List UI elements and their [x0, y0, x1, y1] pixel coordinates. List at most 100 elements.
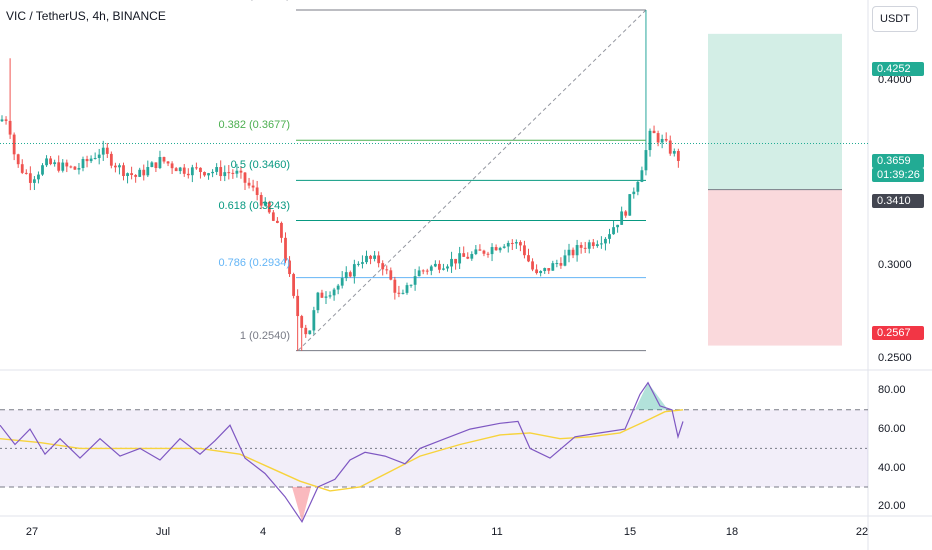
- candle-body-75: [304, 327, 308, 335]
- rsi-overbought-fill: [635, 382, 668, 410]
- candle-body-121: [490, 247, 494, 255]
- candle-body-25: [101, 147, 105, 155]
- candle-body-150: [608, 234, 611, 239]
- rsi-tick-0: 80.00: [878, 384, 906, 397]
- rsi-tick-1: 60.00: [878, 423, 906, 436]
- candle-body-110: [446, 266, 449, 269]
- candle-body-108: [438, 263, 441, 270]
- candle-body-151: [612, 227, 615, 235]
- candle-body-165: [668, 140, 672, 154]
- candle-body-47: [190, 167, 194, 176]
- candle-body-36: [146, 167, 150, 176]
- candle-body-24: [97, 154, 101, 158]
- candle-body-154: [624, 211, 628, 216]
- rsi-ma-line: [0, 409, 684, 492]
- time-tick-5: 15: [623, 526, 637, 538]
- candle-body-131: [531, 261, 534, 270]
- candle-body-39: [158, 157, 162, 169]
- candle-body-101: [409, 284, 413, 286]
- candle-body-69: [280, 222, 283, 238]
- candle-body-40: [162, 157, 166, 162]
- candle-body-42: [170, 163, 174, 169]
- candle-body-0: [0, 119, 4, 122]
- candle-body-132: [535, 269, 538, 274]
- candle-body-111: [450, 258, 453, 267]
- candle-body-137: [555, 263, 559, 265]
- candle-body-80: [324, 296, 328, 298]
- candle-body-83: [336, 285, 340, 290]
- candle-body-3: [12, 134, 16, 155]
- candle-body-98: [397, 292, 401, 294]
- candle-body-164: [664, 138, 668, 141]
- candle-body-23: [93, 157, 97, 159]
- candle-body-126: [510, 242, 514, 244]
- entry-price-tag: 0.3410: [872, 194, 924, 208]
- candle-body-105: [425, 270, 429, 272]
- candle-body-160: [648, 130, 652, 151]
- candle-body-113: [458, 253, 462, 264]
- fib-label-3: 0.618 (0.3243): [218, 199, 290, 212]
- candle-body-72: [292, 274, 295, 296]
- candle-body-142: [575, 245, 579, 256]
- candle-body-139: [563, 255, 567, 266]
- candle-body-51: [207, 173, 210, 176]
- candle-body-67: [271, 212, 275, 221]
- candle-body-20: [81, 159, 85, 169]
- candle-body-115: [466, 256, 470, 259]
- candle-body-95: [385, 269, 389, 271]
- candle-body-144: [583, 247, 587, 249]
- fib-label-5: 1 (0.2540): [239, 329, 290, 342]
- candle-body-104: [421, 270, 425, 272]
- fib-label-4: 0.786 (0.2934): [218, 256, 290, 269]
- rsi-line: [0, 381, 684, 524]
- candle-body-77: [312, 310, 316, 331]
- candle-body-4: [16, 154, 20, 165]
- currency-button[interactable]: USDT: [872, 6, 918, 32]
- candle-body-147: [595, 244, 599, 247]
- candle-body-79: [320, 292, 324, 298]
- fib-label-0: 0 (0.4381): [240, 0, 290, 1]
- candle-body-54: [219, 167, 223, 177]
- candle-body-35: [142, 169, 146, 176]
- candle-body-107: [433, 263, 437, 267]
- candle-body-158: [640, 170, 644, 182]
- candle-body-81: [328, 295, 332, 297]
- candle-body-50: [203, 172, 206, 176]
- candle-body-13: [53, 162, 57, 165]
- candle-body-14: [57, 162, 61, 171]
- candle-body-82: [332, 289, 336, 296]
- candle-body-140: [567, 249, 571, 256]
- candle-body-78: [316, 292, 320, 311]
- candle-body-55: [223, 172, 227, 177]
- candle-body-59: [239, 170, 243, 173]
- candle-body-112: [454, 258, 457, 264]
- candle-body-86: [348, 272, 352, 277]
- time-tick-2: 4: [259, 526, 267, 538]
- candle-body-155: [628, 194, 632, 216]
- candle-body-106: [429, 266, 433, 271]
- candle-body-31: [126, 173, 129, 177]
- candle-body-96: [389, 270, 393, 280]
- candle-body-15: [61, 162, 65, 171]
- candle-body-100: [405, 285, 409, 293]
- candle-body-116: [470, 254, 474, 259]
- candle-body-109: [442, 268, 445, 270]
- candle-body-46: [186, 173, 190, 176]
- candle-body-89: [361, 262, 364, 264]
- candle-body-99: [401, 292, 405, 294]
- candle-body-123: [498, 247, 502, 251]
- candle-body-87: [352, 264, 356, 277]
- candle-body-130: [527, 255, 530, 262]
- candle-body-2: [8, 120, 12, 135]
- candle-body-114: [462, 253, 466, 257]
- time-tick-7: 22: [855, 526, 869, 538]
- candle-body-85: [344, 272, 348, 279]
- candle-body-91: [369, 255, 372, 259]
- candle-body-153: [620, 211, 624, 225]
- candle-body-45: [182, 167, 186, 174]
- candle-body-124: [502, 246, 506, 248]
- candle-body-93: [377, 255, 381, 264]
- candle-body-156: [632, 191, 636, 195]
- candle-body-76: [308, 330, 312, 335]
